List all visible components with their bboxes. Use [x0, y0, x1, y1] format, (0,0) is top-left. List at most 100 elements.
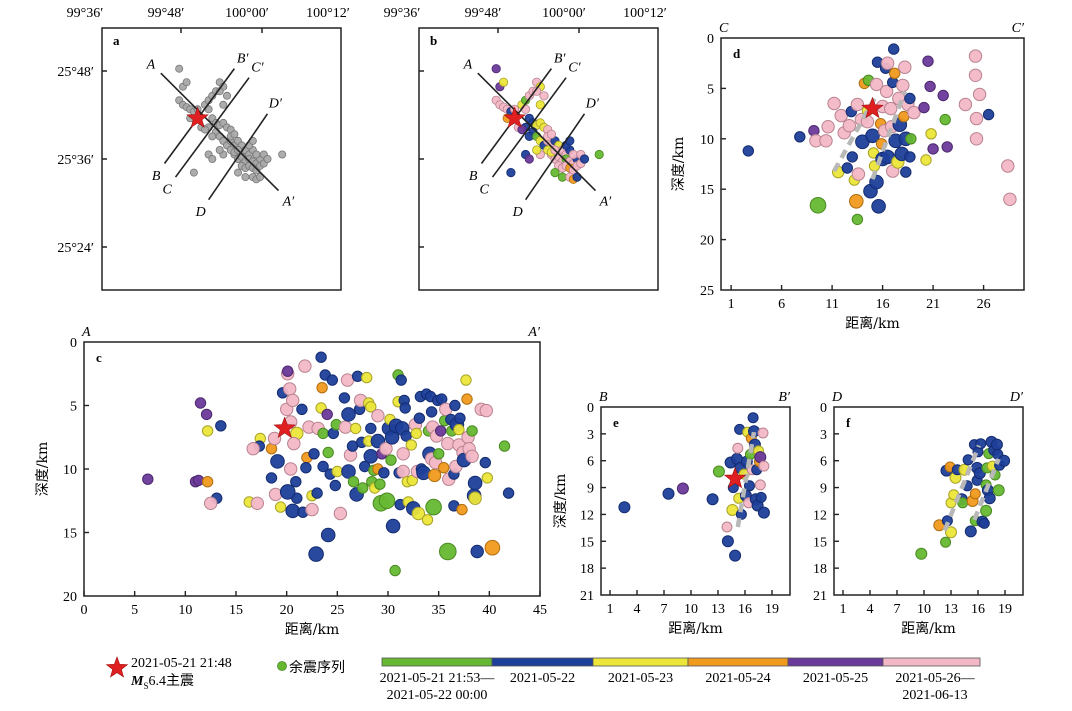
- epicenter-point: [256, 173, 265, 182]
- map-frame: [418, 27, 659, 291]
- hypocenter-point: [900, 166, 912, 178]
- x-tick-label: 1: [728, 297, 735, 312]
- epicenter-point: [233, 168, 242, 177]
- hypocenter-point: [842, 119, 856, 133]
- epicenter-point: [219, 100, 228, 109]
- legend-color-bar: [882, 657, 981, 667]
- inferred-fault-line: [972, 458, 1001, 521]
- hypocenter-point: [425, 498, 442, 516]
- hypocenter-point: [341, 464, 356, 479]
- hypocenter-point: [308, 448, 320, 460]
- y-tick-label: 3: [820, 428, 827, 443]
- hypocenter-point: [395, 374, 407, 386]
- inferred-fault-line: [942, 444, 981, 532]
- hypocenter-point: [322, 446, 334, 459]
- hypocenter-point: [331, 465, 343, 478]
- y-tick-label: 6: [587, 455, 594, 470]
- hypocenter-point: [399, 402, 411, 414]
- hypocenter-point: [992, 484, 1005, 497]
- y-tick-label: 5: [707, 82, 714, 97]
- x-tick-label: 30: [381, 603, 395, 618]
- hypocenter-point: [969, 132, 984, 146]
- hypocenter-point: [849, 194, 864, 209]
- epicenter-point: [579, 154, 590, 164]
- hypocenter-point: [438, 462, 450, 474]
- epicenter-point: [175, 64, 184, 73]
- hypocenter-point: [329, 479, 341, 492]
- hypocenter-point: [268, 487, 283, 502]
- hypocenter-point: [676, 482, 689, 495]
- map-x-tick-label: 99°36′: [384, 6, 421, 21]
- hypocenter-point: [755, 491, 767, 503]
- legend-color-bar: [381, 657, 493, 667]
- y-tick-label: 5: [70, 400, 77, 415]
- hypocenter-point: [972, 87, 987, 102]
- hypocenter-point: [396, 464, 410, 479]
- hypocenter-point: [317, 460, 329, 473]
- hypocenter-point: [363, 449, 379, 464]
- epicenter-point: [215, 145, 224, 154]
- hypocenter-point: [425, 406, 438, 418]
- legend-period-1: 2021-05-21 21:53— 2021-05-22 00:00: [380, 657, 495, 703]
- hypocenter-point: [618, 501, 631, 514]
- hypocenter-point: [941, 141, 953, 153]
- hypocenter-point: [204, 496, 218, 510]
- hypocenter-point: [915, 547, 928, 560]
- x-tick-label: 19: [765, 602, 779, 617]
- hypocenter-point: [396, 447, 410, 461]
- hypocenter-point: [449, 399, 461, 412]
- epicenter-point: [222, 91, 231, 100]
- hypocenter-point: [389, 564, 401, 577]
- y-tick-label: 20: [700, 234, 714, 249]
- profile-end-label: B′: [554, 51, 567, 66]
- hypocenter-point: [757, 427, 769, 439]
- legend-period-label-2: 2021-05-22 00:00: [387, 688, 488, 703]
- hypocenter-point: [374, 478, 386, 490]
- y-tick-label: 12: [580, 508, 594, 523]
- profile-end-label: D′: [268, 96, 283, 111]
- hypocenter-point: [898, 60, 912, 74]
- hypocenter-point: [982, 108, 995, 121]
- section-end-label: A′: [527, 325, 541, 340]
- x-axis-label: 距离/km: [285, 621, 339, 638]
- hypocenter-point: [939, 113, 951, 126]
- hypocenter-point: [385, 518, 401, 534]
- epicenter-point: [506, 168, 516, 178]
- y-axis-label: 深度/km: [35, 442, 51, 496]
- mainshock-star: [861, 96, 884, 119]
- hypocenter-point: [283, 382, 297, 396]
- hypocenter-point: [904, 151, 916, 163]
- hypocenter-point: [754, 479, 766, 491]
- hypocenter-point: [365, 422, 377, 435]
- x-tick-label: 10: [684, 602, 698, 617]
- hypocenter-point: [435, 425, 447, 437]
- hypocenter-point: [270, 454, 285, 469]
- hypocenter-point: [978, 517, 990, 529]
- hypocenter-point: [378, 467, 390, 479]
- legend-color-bar: [491, 657, 594, 667]
- x-tick-label: 11: [825, 297, 838, 312]
- hypocenter-point: [980, 504, 993, 517]
- hypocenter-point: [326, 374, 338, 386]
- hypocenter-point: [321, 408, 333, 421]
- hypocenter-point: [732, 442, 744, 454]
- hypocenter-point: [851, 213, 864, 226]
- y-tick-label: 25: [700, 284, 714, 299]
- x-tick-label: 4: [867, 602, 874, 617]
- hypocenter-point: [305, 502, 319, 517]
- hypocenter-point: [758, 460, 770, 472]
- hypocenter-point: [468, 491, 482, 505]
- hypocenter-point: [706, 493, 719, 506]
- y-axis-label: 深度/km: [553, 474, 569, 528]
- y-tick-label: 0: [820, 401, 827, 416]
- hypocenter-point: [201, 476, 214, 488]
- hypocenter-point: [925, 128, 937, 140]
- hypocenter-point: [937, 89, 949, 102]
- y-tick-label: 15: [580, 535, 594, 550]
- legend-period-label: 2021-05-25: [803, 671, 868, 686]
- hypocenter-point: [927, 143, 939, 155]
- panel-label: d: [733, 46, 741, 61]
- legend: 2021-05-21 21:48 MS6.4主震 余震序列 2021-05-21…: [105, 656, 981, 703]
